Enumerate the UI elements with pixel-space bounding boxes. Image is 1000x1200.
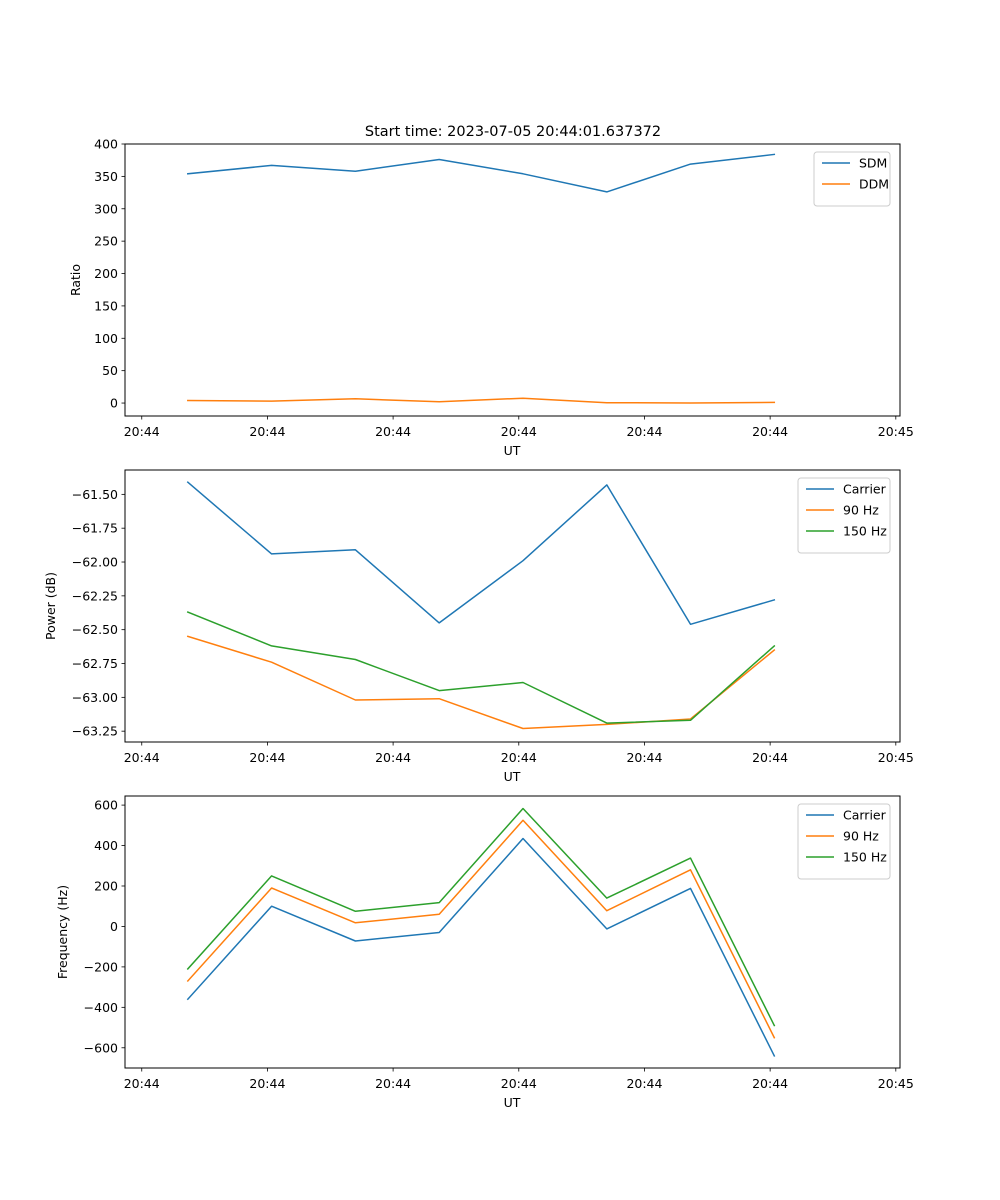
- legend: Carrier 90 Hz 150 Hz: [797, 803, 891, 880]
- x-axis-label: UT: [504, 443, 521, 458]
- y-tick-label: 100: [94, 331, 118, 346]
- series-line-carrier: [186, 837, 776, 1057]
- x-tick-label: 20:44: [501, 424, 537, 439]
- y-tick-label: 400: [94, 137, 118, 152]
- series-line-carrier: [186, 481, 776, 626]
- axes-frame: [124, 795, 901, 1069]
- legend-entry: 90 Hz: [843, 503, 879, 518]
- y-tick-label: 200: [94, 878, 118, 893]
- series-line-90-hz: [186, 635, 776, 730]
- y-tick-label: 250: [94, 234, 118, 249]
- legend: SDM DDM: [813, 151, 891, 207]
- series-line-150-hz: [186, 611, 776, 724]
- x-tick-label: 20:44: [375, 1076, 411, 1091]
- x-tick-label: 20:44: [752, 750, 788, 765]
- y-tick-label: −62.25: [72, 588, 118, 603]
- axes-frame: [124, 143, 901, 417]
- legend: Carrier 90 Hz 150 Hz: [797, 477, 891, 554]
- x-tick-label: 20:44: [124, 750, 160, 765]
- panel-1: 0 50 100 150 200 250 300 350 400 20:44 20:44 20:44 2…: [68, 137, 914, 459]
- legend-entry: 150 Hz: [843, 524, 887, 539]
- y-tick-label: −200: [84, 959, 118, 974]
- series-line-150-hz: [186, 807, 776, 1027]
- x-tick-label: 20:44: [249, 424, 285, 439]
- x-tick-label: 20:44: [124, 1076, 160, 1091]
- x-tick-label: 20:44: [124, 424, 160, 439]
- panel-2: −63.25 −63.00 −62.75 −62.50 −62.25 −62.00 −61.…: [43, 469, 914, 784]
- y-tick-label: 200: [94, 266, 118, 281]
- y-tick-label: 400: [94, 838, 118, 853]
- y-tick-label: −63.00: [72, 690, 118, 705]
- x-tick-label: 20:44: [626, 1076, 662, 1091]
- x-tick-label: 20:44: [752, 1076, 788, 1091]
- y-tick-label: −62.00: [72, 555, 118, 570]
- y-tick-label: −61.75: [72, 521, 118, 536]
- y-tick-label: 300: [94, 201, 118, 216]
- y-axis-label: Power (dB): [43, 572, 58, 640]
- legend-entry: SDM: [859, 156, 887, 171]
- y-tick-label: −62.50: [72, 622, 118, 637]
- y-tick-label: −62.75: [72, 656, 118, 671]
- series-line-ddm: [187, 397, 776, 404]
- x-tick-label: 20:44: [626, 424, 662, 439]
- series-line-90-hz: [186, 819, 776, 1039]
- x-axis-label: UT: [504, 769, 521, 784]
- y-axis-label: Frequency (Hz): [55, 885, 70, 979]
- y-tick-label: 0: [110, 919, 118, 934]
- legend-entry: DDM: [859, 177, 889, 192]
- y-tick-label: −61.50: [72, 487, 118, 502]
- x-tick-label: 20:45: [878, 1076, 914, 1091]
- y-tick-label: 600: [94, 798, 118, 813]
- y-tick-label: 50: [102, 363, 118, 378]
- y-tick-label: −600: [84, 1040, 118, 1055]
- x-tick-label: 20:44: [249, 750, 285, 765]
- legend-entry: Carrier: [843, 808, 887, 823]
- x-tick-label: 20:44: [501, 1076, 537, 1091]
- panel-3: −600 −400 −200 0 200 400 600 20:44 20:44 20:44 20:…: [55, 795, 914, 1110]
- legend-entry: 90 Hz: [843, 829, 879, 844]
- legend-box: [797, 477, 891, 554]
- x-axis-label: UT: [504, 1095, 521, 1110]
- y-tick-label: −63.25: [72, 724, 118, 739]
- y-tick-label: −400: [84, 1000, 118, 1015]
- y-tick-label: 350: [94, 169, 118, 184]
- x-tick-label: 20:45: [878, 750, 914, 765]
- legend-box: [797, 803, 891, 880]
- x-tick-label: 20:44: [375, 750, 411, 765]
- x-tick-label: 20:45: [878, 424, 914, 439]
- x-tick-label: 20:44: [501, 750, 537, 765]
- y-tick-label: 0: [110, 396, 118, 411]
- series-line-sdm: [186, 153, 776, 193]
- x-tick-label: 20:44: [375, 424, 411, 439]
- y-axis-label: Ratio: [68, 264, 83, 296]
- chart-title: Start time: 2023-07-05 20:44:01.637372: [365, 124, 661, 140]
- legend-entry: Carrier: [843, 482, 887, 497]
- x-tick-label: 20:44: [626, 750, 662, 765]
- y-tick-label: 150: [94, 298, 118, 313]
- legend-box: [813, 151, 891, 207]
- legend-entry: 150 Hz: [843, 850, 887, 865]
- axes-frame: [124, 469, 901, 743]
- x-tick-label: 20:44: [249, 1076, 285, 1091]
- x-tick-label: 20:44: [752, 424, 788, 439]
